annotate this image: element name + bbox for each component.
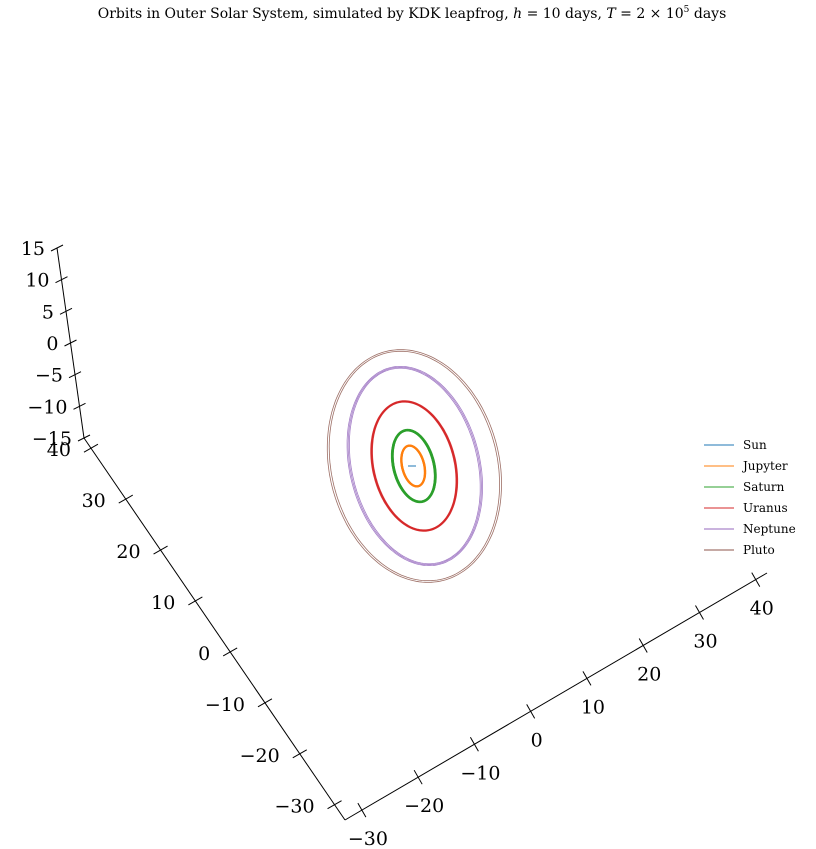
- y-tick-label: 30: [82, 490, 106, 512]
- orbit-pluto: [326, 349, 502, 583]
- orbit-pluto: [328, 350, 501, 582]
- y-tick: [118, 494, 134, 504]
- z-tick: [73, 402, 86, 410]
- z-tick-label: 15: [21, 238, 45, 260]
- orbit-neptune: [347, 366, 482, 566]
- legend: Sun Jupyter Saturn Uranus Neptune Pluto: [704, 438, 796, 557]
- x-tick-label: 10: [581, 696, 605, 718]
- x-tick: [638, 638, 648, 653]
- z-tick-label: −10: [27, 396, 67, 418]
- y-tick: [188, 596, 203, 606]
- y-axis-line: [83, 437, 346, 821]
- x-tick: [526, 704, 536, 719]
- legend-label-uranus: Uranus: [743, 501, 788, 515]
- z-tick-label: 0: [46, 333, 58, 355]
- chart-title: Orbits in Outer Solar System, simulated …: [98, 5, 727, 22]
- z-tick: [64, 339, 77, 347]
- y-tick: [153, 545, 168, 555]
- x-tick-label: 20: [637, 663, 661, 685]
- axes-group: [56, 247, 768, 821]
- x-tick: [413, 769, 423, 785]
- x-tick-label: −20: [404, 795, 444, 817]
- y-tick-label: 0: [198, 643, 210, 665]
- orbit-jupyter: [400, 444, 427, 488]
- legend-label-jupyter: Jupyter: [741, 459, 788, 473]
- z-tick: [77, 434, 91, 442]
- legend-label-saturn: Saturn: [743, 480, 785, 494]
- legend-label-pluto: Pluto: [743, 543, 775, 557]
- orbit-saturn: [390, 428, 437, 504]
- y-tick-label: −10: [205, 694, 245, 716]
- z-tick-label: −5: [35, 365, 63, 387]
- orbit-neptune: [349, 367, 481, 565]
- x-axis-line: [344, 572, 768, 821]
- z-tick-label: −15: [32, 428, 72, 450]
- z-tick: [68, 371, 82, 379]
- axis-ticks: −30−20−10010203040−30−20−10010203040−15−…: [21, 238, 774, 849]
- orbit-uranus: [370, 400, 459, 532]
- x-tick-label: −10: [460, 762, 500, 784]
- x-tick: [751, 572, 761, 587]
- z-tick: [55, 276, 68, 284]
- z-tick-label: 5: [42, 301, 54, 323]
- orbit-neptune: [346, 366, 483, 566]
- y-tick-label: −30: [274, 796, 314, 818]
- orbits-group: [326, 349, 502, 583]
- y-tick-label: −20: [240, 745, 280, 767]
- z-tick: [59, 307, 73, 315]
- y-tick: [222, 647, 238, 657]
- y-tick: [292, 749, 308, 759]
- z-tick: [50, 244, 64, 252]
- x-tick: [582, 671, 592, 686]
- legend-label-neptune: Neptune: [743, 522, 796, 536]
- z-tick-label: 10: [25, 270, 49, 292]
- y-tick: [327, 800, 342, 810]
- legend-label-sun: Sun: [743, 438, 767, 452]
- x-tick: [469, 737, 479, 752]
- x-tick-label: 0: [531, 729, 543, 751]
- y-tick-label: 20: [116, 541, 140, 563]
- y-tick: [83, 443, 99, 453]
- x-tick: [695, 605, 704, 620]
- y-tick-label: 40: [47, 439, 71, 461]
- y-tick-label: 10: [151, 592, 175, 614]
- x-tick: [357, 802, 367, 818]
- y-tick: [257, 698, 273, 708]
- x-tick-label: 30: [693, 631, 717, 653]
- x-tick-label: −30: [348, 828, 388, 849]
- x-tick-label: 40: [750, 598, 774, 620]
